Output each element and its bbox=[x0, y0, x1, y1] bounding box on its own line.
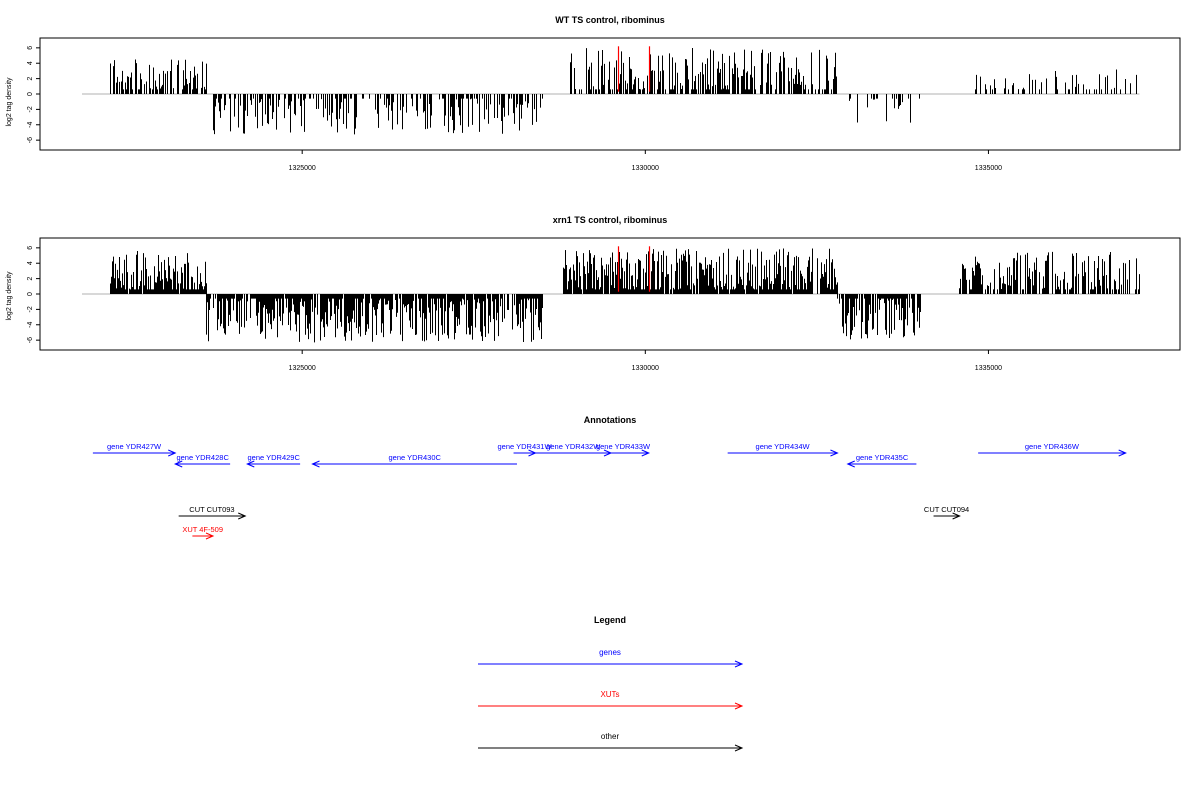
arrow-head bbox=[311, 460, 320, 468]
track-panel-wt: WT TS control, ribominus log2 tag densit… bbox=[6, 15, 1181, 172]
y-tick-label: 6 bbox=[27, 246, 34, 250]
legend-items: genes XUTs other bbox=[478, 648, 744, 752]
feature-list: gene YDR427W gene YDR428C gene YDR429C gene… bbox=[92, 442, 1127, 540]
feature-label: gene YDR435C bbox=[856, 453, 909, 462]
y-tick-label: 2 bbox=[27, 277, 34, 281]
x-tick-label: 1330000 bbox=[632, 365, 659, 372]
legend: Legend genes XUTs other bbox=[478, 615, 744, 752]
y-axis: 6 4 2 0 -2 -4 -6 bbox=[27, 46, 40, 143]
x-tick-label: 1325000 bbox=[289, 165, 316, 172]
y-tick-label: -6 bbox=[27, 137, 34, 143]
arrow-head bbox=[168, 449, 177, 457]
annotations-title: Annotations bbox=[584, 415, 637, 425]
feature-label: XUT 4F-509 bbox=[182, 525, 223, 534]
feature-label: gene YDR432W bbox=[546, 442, 601, 451]
x-tick-label: 1325000 bbox=[289, 365, 316, 372]
y-tick-label: 4 bbox=[27, 61, 34, 65]
y-tick-label: -2 bbox=[27, 306, 34, 312]
legend-item-xuts: XUTs bbox=[478, 690, 744, 710]
feature-label: CUT CUT094 bbox=[924, 505, 969, 514]
feature-gene-ydr433w: gene YDR433W bbox=[596, 442, 651, 457]
y-axis-label: log2 tag density bbox=[6, 77, 13, 127]
feature-label: gene YDR429C bbox=[248, 453, 301, 462]
y-axis-label: log2 tag density bbox=[6, 271, 13, 321]
feature-cut-cut094: CUT CUT094 bbox=[924, 505, 969, 520]
feature-gene-ydr430c: gene YDR430C bbox=[311, 453, 517, 468]
y-axis: 6 4 2 0 -2 -4 -6 bbox=[27, 246, 40, 343]
arrow-head bbox=[246, 460, 255, 468]
arrow-head bbox=[734, 702, 744, 710]
arrow-head bbox=[830, 449, 839, 457]
feature-gene-ydr429c: gene YDR429C bbox=[246, 453, 301, 468]
arrow-head bbox=[641, 449, 651, 457]
y-tick-label: -6 bbox=[27, 337, 34, 343]
x-tick-label: 1330000 bbox=[632, 165, 659, 172]
arrow-head bbox=[238, 512, 247, 520]
highlight-lines bbox=[617, 246, 651, 292]
feature-label: gene YDR434W bbox=[756, 442, 811, 451]
feature-gene-ydr434w: gene YDR434W bbox=[727, 442, 839, 457]
arrow-head bbox=[173, 460, 183, 468]
feature-label: gene YDR433W bbox=[596, 442, 651, 451]
feature-label: gene YDR431W bbox=[498, 442, 553, 451]
legend-title: Legend bbox=[594, 615, 626, 625]
panel-title: WT TS control, ribominus bbox=[555, 15, 665, 25]
legend-label: XUTs bbox=[600, 690, 619, 699]
track-panel-xrn1: xrn1 TS control, ribominus log2 tag dens… bbox=[6, 215, 1181, 372]
y-tick-label: 0 bbox=[27, 292, 34, 296]
arrow-head bbox=[1118, 449, 1127, 457]
legend-label: other bbox=[601, 732, 620, 741]
y-tick-label: -4 bbox=[27, 122, 34, 128]
x-axis: 1325000 1330000 1335000 bbox=[289, 350, 1002, 372]
y-tick-label: 6 bbox=[27, 46, 34, 50]
y-tick-label: 0 bbox=[27, 92, 34, 96]
legend-label: genes bbox=[599, 648, 621, 657]
y-tick-label: -4 bbox=[27, 322, 34, 328]
x-tick-label: 1335000 bbox=[975, 365, 1002, 372]
legend-item-genes: genes bbox=[478, 648, 744, 668]
arrow-head bbox=[205, 532, 215, 540]
panel-title: xrn1 TS control, ribominus bbox=[553, 215, 668, 225]
feature-gene-ydr431w: gene YDR431W bbox=[498, 442, 553, 457]
x-tick-label: 1335000 bbox=[975, 165, 1002, 172]
arrow-head bbox=[734, 660, 744, 668]
feature-cut-cut093: CUT CUT093 bbox=[178, 505, 247, 520]
y-tick-label: 2 bbox=[27, 77, 34, 81]
y-tick-label: 4 bbox=[27, 261, 34, 265]
feature-label: gene YDR436W bbox=[1025, 442, 1080, 451]
feature-label: CUT CUT093 bbox=[189, 505, 234, 514]
highlight-lines bbox=[617, 46, 651, 92]
density-bars bbox=[82, 48, 1140, 135]
feature-gene-ydr427w: gene YDR427W bbox=[92, 442, 177, 457]
feature-label: gene YDR427W bbox=[107, 442, 162, 451]
arrow-head bbox=[952, 512, 961, 520]
y-tick-label: -2 bbox=[27, 106, 34, 112]
feature-label: gene YDR430C bbox=[389, 453, 442, 462]
feature-label: gene YDR428C bbox=[176, 453, 229, 462]
x-axis: 1325000 1330000 1335000 bbox=[289, 150, 1002, 172]
arrow-head bbox=[734, 744, 744, 752]
feature-gene-ydr428c: gene YDR428C bbox=[173, 453, 231, 468]
density-bars bbox=[82, 248, 1140, 343]
feature-xut-4f-509: XUT 4F-509 bbox=[182, 525, 223, 540]
feature-gene-ydr435c: gene YDR435C bbox=[846, 453, 917, 468]
arrow-head bbox=[846, 460, 855, 468]
legend-item-other: other bbox=[478, 732, 744, 752]
feature-gene-ydr436w: gene YDR436W bbox=[978, 442, 1127, 457]
